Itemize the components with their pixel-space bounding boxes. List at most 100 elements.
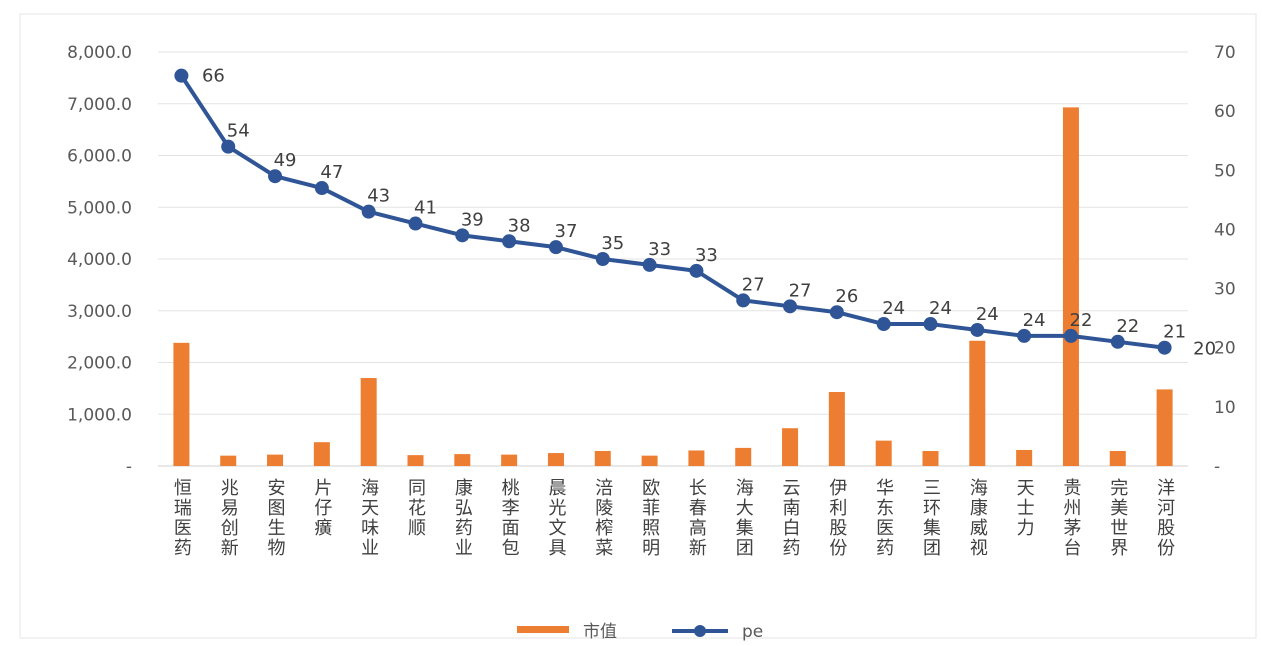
category-label: 兆易创新 [218, 478, 239, 558]
pe-data-label: 41 [414, 198, 437, 219]
bar [501, 454, 518, 466]
pe-data-label: 27 [742, 274, 765, 295]
pe-point [970, 322, 985, 337]
pe-point [221, 139, 236, 154]
right-axis: - 10 20 30 40 50 60 70 [1214, 43, 1236, 477]
bar [735, 447, 752, 466]
right-tick-label: 50 [1214, 161, 1236, 181]
category-label: 晨光文具 [545, 478, 566, 558]
bar [828, 391, 845, 466]
category-label: 天士力 [1014, 478, 1035, 538]
legend: 市值 pe [517, 622, 763, 642]
bar [1062, 107, 1079, 466]
category-label: 长春高新 [686, 478, 707, 558]
left-tick-label: 6,000.0 [67, 147, 132, 167]
pe-point [829, 305, 844, 320]
category-axis: 恒瑞医药 兆易创新 安图生物 片仔癀 海天味业 同花顺 康弘药业 桃李面包 晨光文具 涪陵榨菜 欧菲… [171, 478, 1175, 558]
pe-data-label: 20 [1193, 339, 1216, 360]
pe-point [595, 252, 610, 266]
pe-point [1157, 340, 1172, 355]
pe-data-label: 24 [976, 304, 999, 325]
pe-data-label: 66 [202, 66, 225, 87]
pe-point [642, 257, 657, 272]
left-tick-label: 1,000.0 [67, 405, 132, 425]
right-tick-label: 30 [1214, 280, 1236, 300]
pe-data-label: 26 [835, 286, 858, 307]
pe-point [689, 263, 704, 278]
category-label: 康弘药业 [452, 478, 473, 558]
pe-data-label: 47 [320, 162, 343, 183]
category-label: 涪陵榨菜 [592, 478, 613, 558]
category-label: 云南白药 [780, 478, 801, 558]
pe-point [1110, 334, 1125, 349]
left-axis: - 1,000.0 2,000.0 3,000.0 4,000.0 5,000.0 6,00… [67, 43, 132, 477]
bar [1156, 389, 1173, 466]
pe-point [314, 181, 329, 196]
left-tick-label: 8,000.0 [67, 43, 132, 63]
legend-label-bar: 市值 [583, 622, 617, 642]
category-label: 欧菲照明 [639, 478, 660, 558]
left-tick-label: 2,000.0 [67, 354, 132, 374]
pe-data-label: 33 [648, 239, 671, 260]
bar [313, 442, 330, 466]
bar [688, 450, 705, 466]
bar [267, 454, 284, 466]
bar [220, 455, 237, 466]
pe-data-label: 22 [1070, 310, 1093, 331]
right-tick-label: 20 [1214, 339, 1236, 359]
bar [407, 455, 424, 466]
chart-frame [19, 13, 1257, 639]
right-tick-label: 70 [1214, 43, 1236, 63]
pe-line [179, 74, 1165, 350]
category-label: 安图生物 [265, 478, 286, 558]
pe-data-label: 43 [367, 186, 390, 207]
left-tick-label: - [126, 457, 132, 477]
pe-data-label: 24 [929, 298, 952, 319]
right-tick-label: 40 [1214, 220, 1236, 240]
pe-point [548, 240, 563, 255]
bar [875, 440, 892, 466]
pe-point [455, 228, 470, 243]
pe-data-label: 37 [555, 221, 578, 242]
bar [454, 454, 471, 466]
bar [922, 450, 939, 466]
category-label: 海大集团 [733, 478, 754, 558]
category-label: 贵州茅台 [1060, 478, 1081, 558]
bar [1016, 449, 1033, 466]
pe-point [361, 204, 376, 219]
right-tick-label: 10 [1214, 398, 1236, 418]
legend-label-line: pe [742, 622, 763, 642]
pe-data-label: 38 [508, 215, 531, 236]
bar [1109, 450, 1126, 466]
pe-data-label: 27 [789, 280, 812, 301]
legend-swatch-marker [694, 625, 706, 637]
legend-swatch-bar [517, 626, 569, 633]
pe-point [876, 317, 891, 332]
pe-point [1017, 328, 1032, 343]
pe-point [408, 216, 423, 231]
pe-point [736, 293, 751, 308]
left-tick-label: 5,000.0 [67, 198, 132, 218]
pe-data-label: 49 [274, 150, 297, 171]
category-label: 同花顺 [405, 478, 426, 538]
bar [173, 342, 190, 466]
bar [969, 340, 986, 466]
category-label: 洋河股份 [1154, 478, 1175, 558]
bar [594, 450, 611, 466]
pe-data-label: 35 [601, 233, 624, 254]
pe-data-label: 54 [227, 121, 250, 142]
pe-point [174, 68, 189, 83]
pe-point [268, 169, 283, 184]
pe-data-label: 24 [882, 298, 905, 319]
pe-data-label: 33 [695, 245, 718, 266]
pe-data-label: 22 [1116, 316, 1139, 337]
bar [360, 378, 377, 466]
pe-point [783, 299, 798, 314]
left-tick-label: 7,000.0 [67, 95, 132, 115]
bar [782, 428, 799, 466]
category-label: 片仔癀 [311, 478, 332, 538]
bar [641, 455, 658, 466]
pe-point [502, 234, 517, 249]
